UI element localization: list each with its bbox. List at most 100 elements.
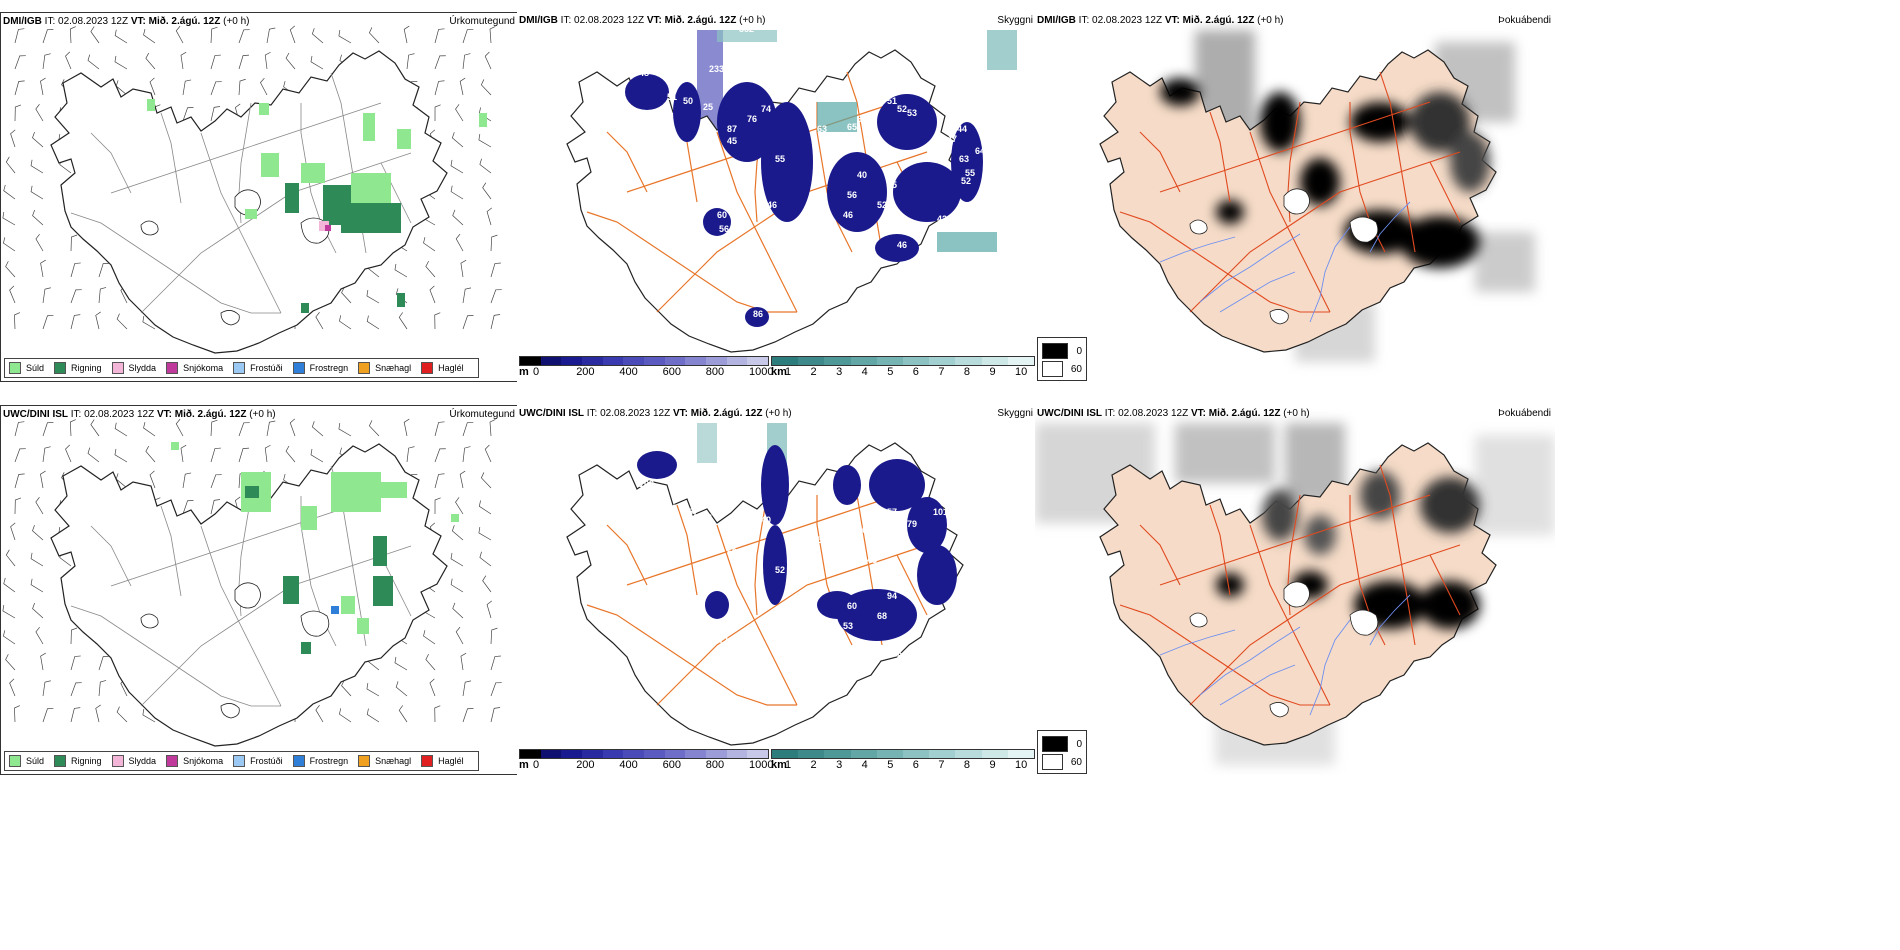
wind-barb <box>434 104 441 122</box>
wind-barb <box>42 29 54 44</box>
wind-barb <box>423 630 436 645</box>
visibility-value-label: 60 <box>727 535 737 545</box>
wind-barb <box>429 285 436 304</box>
wind-barb <box>142 709 156 723</box>
precip-map <box>2 418 502 747</box>
visibility-value-label: 48 <box>639 68 649 78</box>
wind-barb <box>450 552 464 567</box>
panel-name: Þokuábendi <box>1498 408 1551 419</box>
wind-barb <box>479 551 492 567</box>
wind-barb <box>42 53 51 70</box>
wind-barb <box>425 653 436 671</box>
wind-barb <box>3 237 16 252</box>
visibility-value-label: 47 <box>947 134 957 144</box>
wind-barb <box>486 207 493 226</box>
panel-title: UWC/DINI ISL IT: 02.08.2023 12Z VT: Mið.… <box>3 409 276 420</box>
visibility-value-label: 65 <box>847 122 857 132</box>
panel-title: DMI/IGB IT: 02.08.2023 12Z VT: Mið. 2.ág… <box>3 16 250 27</box>
visibility-value-label: 68 <box>877 611 887 621</box>
wind-barb <box>143 422 156 437</box>
visibility-value-label: 56 <box>847 190 857 200</box>
fog-legend-label: 0 <box>1076 345 1082 357</box>
wind-barb <box>451 132 464 148</box>
wind-barb <box>210 26 218 44</box>
fog-legend: 0 60 <box>1037 337 1087 381</box>
visibility-value-label: 60 <box>897 515 907 525</box>
wind-barb <box>366 682 380 697</box>
visibility-colorbar-km: km 1 2 3 4 5 6 7 8 9 10 <box>771 749 1035 771</box>
panel-title: UWC/DINI ISL IT: 02.08.2023 12Z VT: Mið.… <box>519 408 792 419</box>
wind-barb <box>35 234 44 252</box>
wind-barb <box>368 27 380 44</box>
wind-barb <box>451 525 464 541</box>
visibility-value-label: 34 <box>937 254 947 264</box>
wind-barb <box>490 707 501 723</box>
colorbar-tick: 10 <box>1015 366 1028 378</box>
wind-barb <box>429 678 436 697</box>
fog-legend-swatch <box>1042 736 1069 752</box>
wind-barb <box>42 446 51 463</box>
visibility-value-label: 76 <box>857 525 867 535</box>
legend-item: Slydda <box>111 362 156 374</box>
wind-barb <box>42 287 51 304</box>
wind-barb <box>42 680 51 697</box>
wind-barb <box>32 209 44 226</box>
wind-barb <box>180 444 187 463</box>
fog-legend-row: 0 <box>1042 342 1082 360</box>
wind-barb <box>434 28 445 44</box>
colorbar-segment <box>726 750 748 758</box>
colorbar-tick: 10 <box>1015 759 1028 771</box>
colorbar-segment <box>876 357 904 365</box>
fog-legend-label: 60 <box>1070 363 1082 375</box>
panel-title: UWC/DINI ISL IT: 02.08.2023 12Z VT: Mið.… <box>1037 408 1310 419</box>
visibility-value-label: 46 <box>843 210 853 220</box>
wind-barb <box>210 419 218 437</box>
visibility-value-label: 55 <box>965 168 975 178</box>
wind-barb <box>70 707 81 723</box>
wind-barb <box>70 234 78 252</box>
visibility-value-label: 52 <box>897 104 907 114</box>
colorbar-unit: m <box>519 759 529 771</box>
wind-barb <box>450 159 464 174</box>
wind-barb <box>480 79 492 96</box>
visibility-value-label: 86 <box>753 309 763 319</box>
colorbar-tick: 600 <box>662 759 681 771</box>
colorbar-segment <box>824 357 851 365</box>
fog-legend-swatch <box>1042 343 1069 359</box>
wind-barb <box>490 289 502 304</box>
wind-barb <box>116 313 128 330</box>
wind-barb <box>398 705 408 723</box>
wind-barb <box>210 54 221 70</box>
panel-name: Skyggni <box>997 15 1033 26</box>
wind-barb <box>490 682 502 697</box>
wind-barb <box>175 418 184 437</box>
colorbar-unit: km <box>771 366 787 378</box>
wind-barb <box>478 133 492 148</box>
wind-barb <box>10 522 16 541</box>
wind-barb <box>462 53 471 70</box>
visibility-value-label: 59 <box>933 96 943 106</box>
wind-barb <box>95 311 101 330</box>
legend-label: Snæhagl <box>375 363 412 373</box>
visibility-value-label: 66 <box>857 114 867 124</box>
legend-item: Súld <box>9 362 44 374</box>
wind-barb <box>238 54 250 70</box>
visibility-value-label: 157 <box>683 507 698 517</box>
wind-barb <box>310 448 324 463</box>
colorbar-tick: 800 <box>705 759 725 771</box>
wind-barb <box>35 104 44 122</box>
visibility-value-label: 71 <box>719 635 729 645</box>
wind-barb <box>210 106 221 122</box>
visibility-value-label: 53 <box>817 535 827 545</box>
wind-barb <box>434 497 441 515</box>
colorbar-segment <box>582 750 603 758</box>
wind-barb <box>289 25 296 44</box>
wind-barb <box>70 655 81 671</box>
legend-item: Frostregn <box>292 362 348 374</box>
colorbar-segment <box>520 357 541 365</box>
wind-barb <box>40 77 46 96</box>
visibility-value-label: 46 <box>847 533 857 543</box>
wind-barb <box>366 289 380 304</box>
wind-barb <box>486 600 493 619</box>
